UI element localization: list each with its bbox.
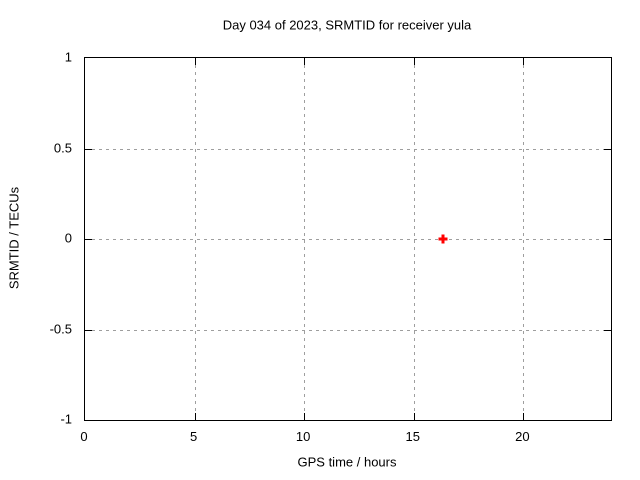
- x-tick-label: 20: [515, 429, 530, 444]
- y-tick-label: 0.5: [53, 140, 72, 155]
- x-tick-top: [523, 58, 525, 65]
- y-gridline: [85, 239, 611, 240]
- y-tick-label: 1: [64, 49, 72, 65]
- x-tick-label: 0: [80, 429, 88, 444]
- y-tick-left: [85, 329, 92, 331]
- x-tick-bottom: [304, 413, 306, 420]
- data-point-marker: [438, 234, 448, 244]
- plot-area: [84, 57, 612, 421]
- y-tick-label: 0: [64, 230, 72, 246]
- y-tick-right: [604, 329, 611, 331]
- y-tick-left: [85, 148, 92, 150]
- chart-title: Day 034 of 2023, SRMTID for receiver yul…: [222, 17, 472, 33]
- y-tick-label: -1: [60, 411, 72, 427]
- x-tick-bottom: [523, 413, 525, 420]
- x-axis-label: GPS time / hours: [297, 454, 397, 470]
- y-gridline: [85, 329, 611, 331]
- x-tick-top: [304, 58, 306, 65]
- x-tick-label: 5: [189, 429, 198, 444]
- x-tick-top: [413, 58, 415, 65]
- y-tick-label: -0.5: [49, 321, 72, 336]
- x-tick-label: 15: [405, 429, 420, 444]
- x-tick-bottom: [413, 413, 415, 420]
- marker-vertical-bar: [441, 234, 445, 244]
- x-tick-top: [194, 58, 196, 65]
- y-tick-left: [85, 239, 92, 240]
- x-tick-bottom: [194, 413, 196, 420]
- x-tick-label: 10: [295, 429, 311, 444]
- y-tick-right: [604, 239, 611, 240]
- y-tick-right: [604, 148, 611, 150]
- y-gridline: [85, 148, 611, 150]
